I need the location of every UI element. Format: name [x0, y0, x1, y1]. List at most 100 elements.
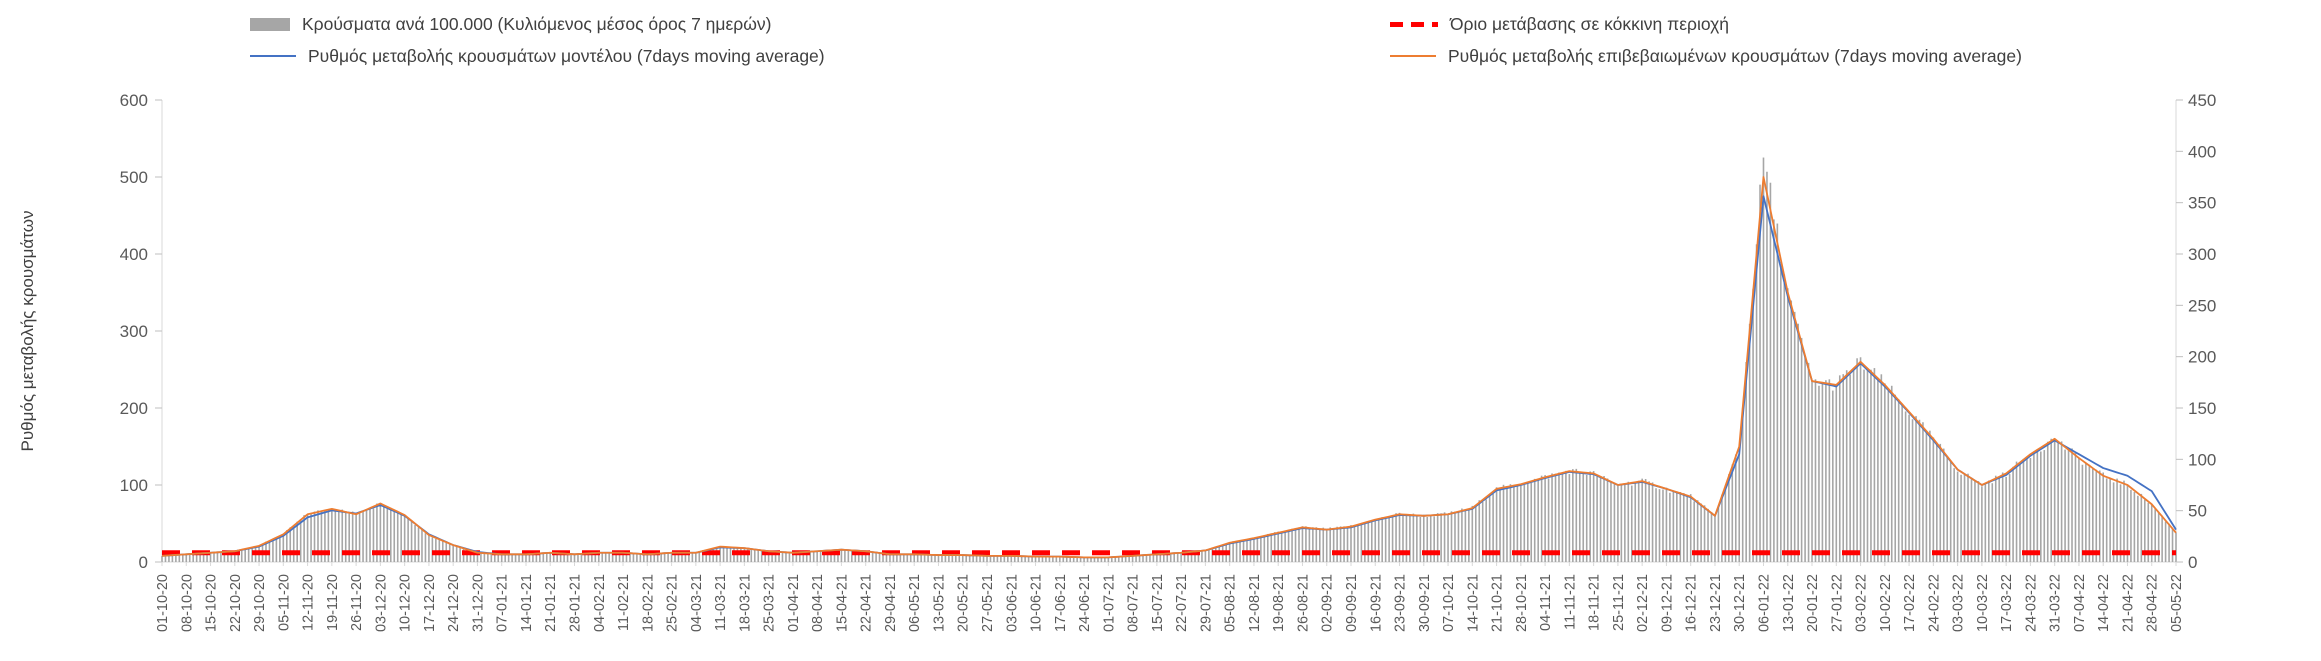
svg-text:300: 300: [120, 322, 148, 341]
svg-text:20-05-21: 20-05-21: [956, 574, 972, 632]
svg-text:15-10-20: 15-10-20: [204, 574, 220, 632]
svg-text:22-07-21: 22-07-21: [1174, 574, 1190, 632]
legend-label-cases-per-100k: Κρούσματα ανά 100.000 (Κυλιόμενος μέσος …: [302, 13, 772, 34]
svg-text:11-11-21: 11-11-21: [1562, 574, 1578, 630]
legend-item-cases-per-100k: Κρούσματα ανά 100.000 (Κυλιόμενος μέσος …: [250, 12, 771, 36]
model-line-marker-icon: [250, 55, 296, 57]
svg-text:500: 500: [120, 168, 148, 187]
svg-text:16-12-21: 16-12-21: [1684, 574, 1700, 632]
svg-text:31-12-20: 31-12-20: [470, 574, 486, 632]
svg-text:250: 250: [2188, 296, 2216, 315]
svg-text:17-02-22: 17-02-22: [1902, 574, 1918, 632]
svg-text:200: 200: [120, 399, 148, 418]
svg-text:10-12-20: 10-12-20: [398, 574, 414, 632]
svg-text:18-02-21: 18-02-21: [640, 574, 656, 632]
svg-text:100: 100: [2188, 450, 2216, 469]
svg-text:29-04-21: 29-04-21: [883, 574, 899, 632]
svg-text:28-01-21: 28-01-21: [568, 574, 584, 632]
svg-text:27-01-22: 27-01-22: [1829, 574, 1845, 632]
svg-text:02-12-21: 02-12-21: [1635, 574, 1651, 632]
svg-text:200: 200: [2188, 348, 2216, 367]
svg-text:30-09-21: 30-09-21: [1417, 574, 1433, 632]
y-axis-left-labels: 0 100 200 300 400 500 600: [120, 91, 162, 572]
y-axis-right-labels: 0 50 100 150 200 250 300 350 400 450: [2176, 91, 2216, 572]
svg-text:02-09-21: 02-09-21: [1320, 574, 1336, 632]
dashed-threshold-marker-icon: [1390, 21, 1438, 27]
svg-text:21-04-22: 21-04-22: [2120, 574, 2136, 632]
svg-text:21-01-21: 21-01-21: [543, 574, 559, 632]
svg-text:26-08-21: 26-08-21: [1295, 574, 1311, 632]
svg-text:14-04-22: 14-04-22: [2096, 574, 2112, 632]
svg-text:03-06-21: 03-06-21: [1004, 574, 1020, 632]
svg-text:24-03-22: 24-03-22: [2023, 574, 2039, 632]
svg-text:01-04-21: 01-04-21: [786, 574, 802, 632]
svg-text:05-05-22: 05-05-22: [2169, 574, 2185, 632]
svg-text:29-07-21: 29-07-21: [1198, 574, 1214, 632]
svg-text:17-03-22: 17-03-22: [1999, 574, 2015, 632]
legend-item-confirmed-rate: Ρυθμός μεταβολής επιβεβαιωμένων κρουσμάτ…: [1390, 44, 2022, 68]
svg-text:0: 0: [2188, 553, 2197, 572]
svg-text:24-06-21: 24-06-21: [1077, 574, 1093, 632]
legend-label-model-rate: Ρυθμός μεταβολής κρουσμάτων μοντέλου (7d…: [308, 45, 825, 66]
svg-text:06-01-22: 06-01-22: [1756, 574, 1772, 632]
svg-text:04-02-21: 04-02-21: [592, 574, 608, 632]
svg-text:09-09-21: 09-09-21: [1344, 574, 1360, 632]
svg-text:26-11-20: 26-11-20: [349, 574, 365, 631]
svg-text:11-03-21: 11-03-21: [713, 574, 729, 631]
svg-text:24-12-20: 24-12-20: [446, 574, 462, 632]
svg-text:400: 400: [120, 245, 148, 264]
svg-text:50: 50: [2188, 502, 2207, 521]
svg-text:22-10-20: 22-10-20: [228, 574, 244, 632]
svg-text:05-08-21: 05-08-21: [1223, 574, 1239, 632]
legend-item-model-rate: Ρυθμός μεταβολής κρουσμάτων μοντέλου (7d…: [250, 44, 825, 68]
svg-text:14-01-21: 14-01-21: [519, 574, 535, 632]
svg-text:03-12-20: 03-12-20: [373, 574, 389, 632]
svg-text:28-04-22: 28-04-22: [2145, 574, 2161, 632]
svg-text:10-03-22: 10-03-22: [1975, 574, 1991, 632]
svg-text:17-12-20: 17-12-20: [422, 574, 438, 632]
svg-text:600: 600: [120, 91, 148, 110]
svg-text:450: 450: [2188, 91, 2216, 110]
svg-text:29-10-20: 29-10-20: [252, 574, 268, 632]
svg-text:300: 300: [2188, 245, 2216, 264]
svg-text:23-12-21: 23-12-21: [1708, 574, 1724, 632]
svg-text:04-11-21: 04-11-21: [1538, 574, 1554, 631]
svg-text:21-10-21: 21-10-21: [1490, 574, 1506, 632]
svg-text:27-05-21: 27-05-21: [980, 574, 996, 632]
bars-layer: [161, 157, 2177, 563]
svg-text:31-03-22: 31-03-22: [2048, 574, 2064, 632]
svg-text:08-07-21: 08-07-21: [1126, 574, 1142, 632]
svg-text:0: 0: [139, 553, 148, 572]
svg-text:07-04-22: 07-04-22: [2072, 574, 2088, 632]
svg-text:10-06-21: 10-06-21: [1029, 574, 1045, 632]
svg-text:350: 350: [2188, 194, 2216, 213]
svg-text:19-11-20: 19-11-20: [325, 574, 341, 631]
svg-text:19-08-21: 19-08-21: [1271, 574, 1287, 632]
svg-text:03-02-22: 03-02-22: [1854, 574, 1870, 632]
svg-text:08-10-20: 08-10-20: [179, 574, 195, 632]
svg-text:05-11-20: 05-11-20: [276, 574, 292, 631]
svg-text:18-03-21: 18-03-21: [737, 574, 753, 632]
svg-text:30-12-21: 30-12-21: [1732, 574, 1748, 632]
x-axis-labels: 01-10-20 08-10-20 15-10-20 22-10-20 29-10-20…: [155, 562, 2185, 632]
svg-text:15-07-21: 15-07-21: [1150, 574, 1166, 632]
svg-text:13-01-22: 13-01-22: [1781, 574, 1797, 632]
svg-text:24-02-22: 24-02-22: [1926, 574, 1942, 632]
legend-label-confirmed-rate: Ρυθμός μεταβολής επιβεβαιωμένων κρουσμάτ…: [1448, 45, 2022, 66]
svg-text:11-02-21: 11-02-21: [616, 574, 632, 631]
legend-item-red-zone-threshold: Όριο μετάβασης σε κόκκινη περιοχή: [1390, 12, 1729, 36]
svg-text:04-03-21: 04-03-21: [689, 574, 705, 632]
svg-text:25-11-21: 25-11-21: [1611, 574, 1627, 631]
svg-text:17-06-21: 17-06-21: [1053, 574, 1069, 632]
svg-text:25-02-21: 25-02-21: [665, 574, 681, 632]
svg-text:12-08-21: 12-08-21: [1247, 574, 1263, 632]
svg-text:01-07-21: 01-07-21: [1101, 574, 1117, 632]
svg-text:06-05-21: 06-05-21: [907, 574, 923, 632]
legend-label-red-zone-threshold: Όριο μετάβασης σε κόκκινη περιοχή: [1450, 13, 1730, 34]
svg-text:07-10-21: 07-10-21: [1441, 574, 1457, 632]
svg-text:03-03-22: 03-03-22: [1951, 574, 1967, 632]
svg-text:23-09-21: 23-09-21: [1393, 574, 1409, 632]
svg-text:18-11-21: 18-11-21: [1587, 574, 1603, 631]
